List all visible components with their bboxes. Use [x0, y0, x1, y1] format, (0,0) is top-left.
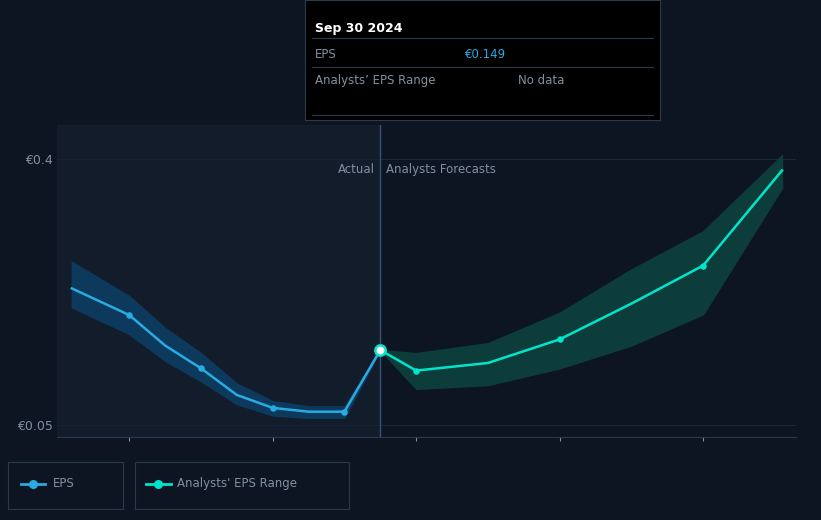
Text: Sep 30 2024: Sep 30 2024	[315, 22, 403, 35]
Bar	[57, 125, 380, 437]
Point	[374, 346, 387, 354]
Point	[266, 404, 279, 412]
Text: No data: No data	[518, 74, 564, 87]
Text: Analysts' EPS Range: Analysts' EPS Range	[177, 477, 296, 490]
Text: EPS: EPS	[53, 477, 75, 490]
Point	[696, 262, 709, 270]
Text: Actual: Actual	[337, 163, 374, 176]
Point	[410, 367, 423, 375]
Text: EPS: EPS	[315, 48, 337, 61]
Text: Analysts’ EPS Range: Analysts’ EPS Range	[315, 74, 436, 87]
Point	[338, 408, 351, 416]
Point	[152, 479, 165, 488]
Point	[195, 364, 208, 372]
Point	[26, 479, 39, 488]
Point	[122, 311, 135, 319]
Text: €0.149: €0.149	[465, 48, 506, 61]
Text: Analysts Forecasts: Analysts Forecasts	[386, 163, 496, 176]
Point	[553, 335, 566, 344]
